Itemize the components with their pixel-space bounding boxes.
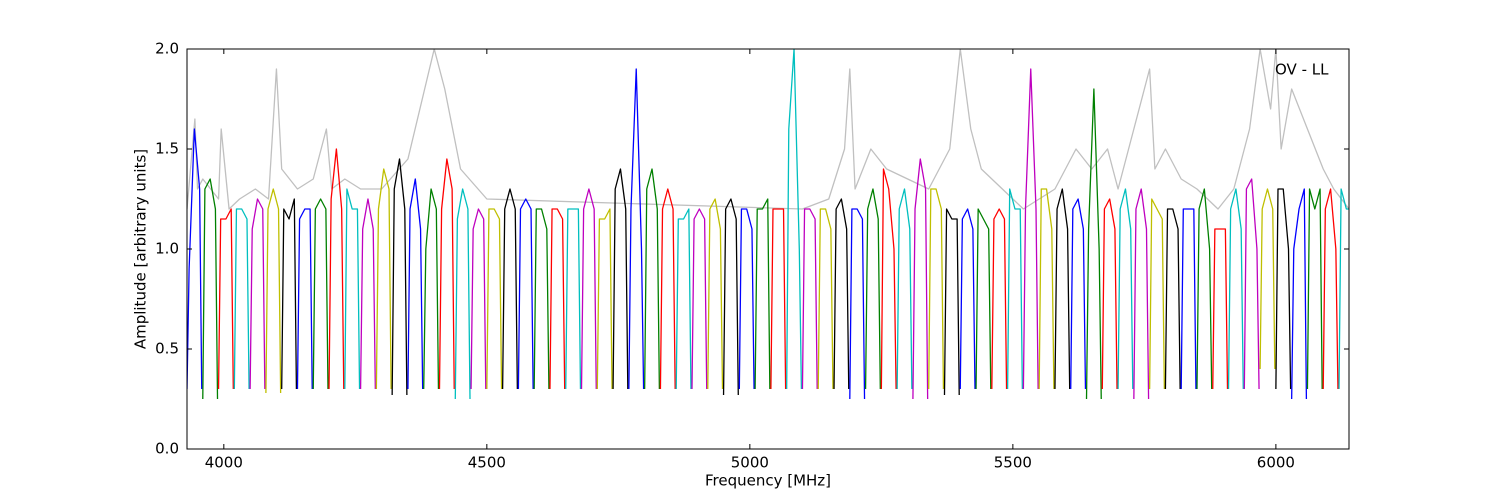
series-line (1117, 188, 1134, 390)
y-tick-label: 2.0 (155, 40, 179, 58)
series-line (596, 208, 613, 390)
series-line (1022, 68, 1039, 390)
x-tick-label: 5000 (731, 454, 769, 472)
series-line (391, 158, 408, 396)
series-line (864, 188, 881, 390)
series-line (1180, 208, 1197, 390)
series-line (880, 168, 897, 390)
plot-area (187, 49, 1349, 400)
x-tick-label: 5500 (994, 454, 1032, 472)
series-line (896, 188, 913, 390)
series-line (1275, 188, 1292, 390)
x-axis-label: Frequency [MHz] (705, 472, 831, 490)
series-line (233, 208, 250, 390)
series-line (1338, 188, 1349, 390)
y-tick-label: 0.5 (155, 340, 179, 358)
series-line (281, 198, 298, 390)
series-line (770, 208, 787, 390)
series-line (1291, 188, 1308, 400)
y-tick-label: 0.0 (155, 440, 179, 458)
series-line (202, 178, 219, 400)
series-line (1227, 188, 1244, 390)
series-line (1259, 188, 1276, 370)
x-tick-label: 6000 (1257, 454, 1295, 472)
series-line (628, 68, 645, 390)
series-line (1006, 188, 1023, 390)
series-line (722, 198, 739, 396)
series-line (801, 208, 818, 390)
series-line (928, 188, 945, 390)
series-line (644, 168, 661, 390)
series-line (786, 49, 803, 390)
series-line (217, 208, 234, 390)
series-line (533, 208, 550, 390)
y-axis-label: Amplitude [arbitrary units] (132, 149, 150, 349)
series-line (1212, 228, 1229, 390)
series-line (423, 188, 440, 390)
series-line (738, 208, 755, 390)
series-line (312, 198, 329, 390)
series-line (1101, 198, 1118, 390)
series-line (1164, 208, 1181, 390)
series-line (754, 198, 771, 390)
series-line (833, 198, 850, 390)
series-line (328, 148, 345, 390)
series-line (1038, 188, 1055, 390)
series-line (438, 158, 455, 390)
series-line (375, 168, 392, 390)
series-line (501, 188, 518, 390)
series-line (1243, 178, 1260, 390)
series-line (1306, 188, 1323, 390)
y-tick-label: 1.5 (155, 140, 179, 158)
series-line (265, 188, 282, 394)
series-line (659, 188, 676, 390)
series-line (991, 208, 1008, 390)
series-line (612, 168, 629, 390)
series-line (1196, 188, 1213, 390)
series-line (359, 198, 376, 390)
series-line (1148, 198, 1166, 390)
series-line (959, 208, 976, 390)
series-line (707, 198, 724, 390)
series-line (549, 208, 566, 390)
y-tick-label: 1.0 (155, 240, 179, 258)
x-tick-label: 4500 (468, 454, 506, 472)
series-line (1070, 198, 1087, 390)
series-line (675, 208, 692, 390)
series-line (517, 198, 534, 390)
series-line (580, 188, 597, 390)
series-line (1322, 188, 1339, 390)
series-line (912, 158, 929, 400)
series-line (454, 188, 471, 400)
series-line (187, 49, 1349, 210)
series-line (486, 208, 503, 390)
series-line (1054, 188, 1071, 390)
series-line (470, 208, 487, 390)
series-line (691, 208, 708, 390)
series-line (296, 208, 313, 390)
series-line (344, 188, 361, 390)
series-line (849, 208, 866, 400)
x-tick-label: 4000 (205, 454, 243, 472)
series-line (565, 208, 582, 390)
series-line (817, 208, 834, 390)
series-line (1085, 88, 1102, 400)
series-line (943, 208, 960, 396)
series-line (975, 208, 992, 390)
series-line (1133, 188, 1150, 400)
series-line (249, 198, 266, 390)
annotation: OV - LL (1275, 61, 1329, 79)
series-line (407, 178, 424, 390)
series-line (187, 128, 203, 390)
